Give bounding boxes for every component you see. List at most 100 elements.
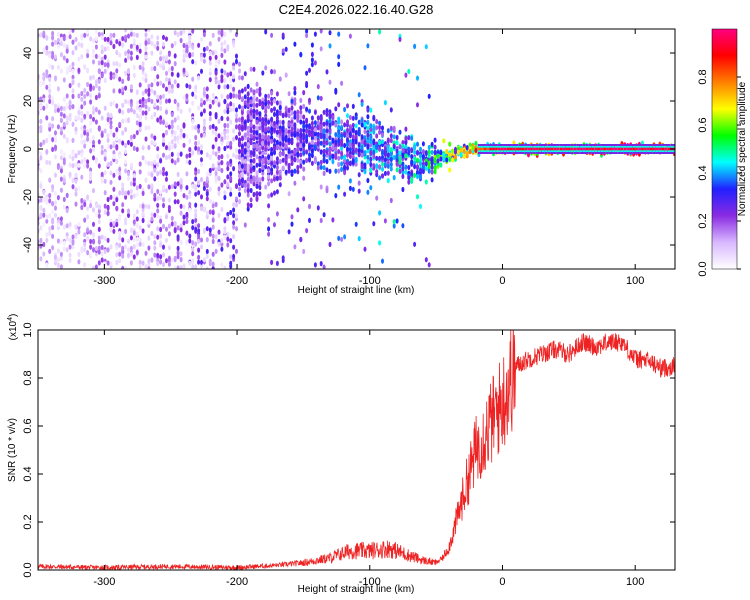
heatmap-cell <box>243 169 247 175</box>
heatmap-cell <box>45 35 49 41</box>
heatmap-cell <box>337 155 341 161</box>
heatmap-cell <box>51 34 55 41</box>
heatmap-cell <box>51 137 55 143</box>
heatmap-cell <box>445 157 449 163</box>
heatmap-cell <box>322 129 326 135</box>
heatmap-cell <box>395 153 399 160</box>
heatmap-cell <box>667 147 671 151</box>
heatmap-cell <box>211 92 215 99</box>
heatmap-cell <box>270 32 274 38</box>
heatmap-cell <box>369 107 373 113</box>
heatmap-cell <box>159 106 163 112</box>
heatmap-cell <box>404 153 408 159</box>
heatmap-cell <box>331 159 335 165</box>
heatmap-cell <box>275 211 279 217</box>
heatmap-cell <box>103 68 107 74</box>
heatmap-cell <box>468 149 472 155</box>
heatmap-cell <box>302 103 306 109</box>
heatmap-cell <box>144 104 148 110</box>
heatmap-cell <box>386 152 390 158</box>
heatmap-cell <box>71 88 75 94</box>
heatmap-cell <box>159 50 163 56</box>
heatmap-cell <box>211 144 215 150</box>
heatmap-cell <box>170 139 174 145</box>
heatmap-cell <box>80 54 84 60</box>
heatmap-cell <box>249 140 253 146</box>
heatmap-cell <box>386 163 390 169</box>
heatmap-cell <box>299 51 303 58</box>
heatmap-cell <box>200 237 203 243</box>
heatmap-cell <box>337 168 341 174</box>
heatmap-cell <box>278 137 282 143</box>
heatmap-cell <box>68 116 72 122</box>
heatmap-cell <box>235 124 238 130</box>
heatmap-cell <box>331 137 335 144</box>
heatmap-cell <box>264 117 268 123</box>
heatmap-cell <box>129 55 133 61</box>
heatmap-cell <box>103 190 107 196</box>
heatmap-cell <box>226 123 230 129</box>
heatmap-cell <box>293 156 297 162</box>
colorbar-frame <box>711 28 738 270</box>
heatmap-cell <box>185 171 189 177</box>
heatmap-cell <box>141 97 145 103</box>
heatmap-cell <box>351 134 355 140</box>
heatmap-cell <box>270 155 274 161</box>
heatmap-cell <box>65 102 69 108</box>
heatmap-cell <box>261 97 265 103</box>
heatmap-cell <box>103 77 107 84</box>
heatmap-cell <box>150 88 154 94</box>
heatmap-cell <box>100 244 104 251</box>
heatmap-cell <box>325 108 329 114</box>
heatmap-cell <box>65 232 69 238</box>
heatmap-cell <box>521 147 525 151</box>
heatmap-cell <box>378 140 382 146</box>
heatmap-cell <box>121 182 125 188</box>
heatmap-cell <box>246 141 250 148</box>
heatmap-cell <box>278 76 282 82</box>
heatmap-cell <box>51 30 55 37</box>
heatmap-cell <box>208 227 212 233</box>
heatmap-cell <box>92 247 95 253</box>
heatmap-cell <box>302 159 306 165</box>
heatmap-cell <box>135 44 139 51</box>
heatmap-cell <box>296 151 300 157</box>
heatmap-cell <box>83 64 87 70</box>
heatmap-cell <box>200 149 203 155</box>
heatmap-cell <box>305 138 309 144</box>
heatmap-cell <box>284 127 288 134</box>
heatmap-cell <box>176 138 180 145</box>
heatmap-cell <box>296 169 300 175</box>
heatmap-cell <box>162 83 165 89</box>
heatmap-cell <box>340 145 344 152</box>
heatmap-cell <box>641 147 645 151</box>
heatmap-cell <box>147 91 151 97</box>
heatmap-cell <box>191 219 195 225</box>
heatmap-cell <box>413 149 417 155</box>
heatmap-cell <box>363 168 367 174</box>
heatmap-cell <box>299 152 303 158</box>
heatmap-cell <box>302 120 306 126</box>
heatmap-cell <box>170 123 174 130</box>
heatmap-cell <box>357 152 361 158</box>
heatmap-cell <box>97 126 101 132</box>
heatmap-cell <box>407 135 411 141</box>
heatmap-cell <box>77 106 81 112</box>
heatmap-cell <box>287 91 291 97</box>
heatmap-cell <box>59 216 63 222</box>
heatmap-cell <box>48 53 52 59</box>
heatmap-cell <box>410 154 414 160</box>
heatmap-cell <box>112 100 116 106</box>
heatmap-cell <box>223 59 227 65</box>
heatmap-cell <box>258 90 262 97</box>
heatmap-cell <box>392 223 396 229</box>
heatmap-cell <box>255 196 259 202</box>
heatmap-cell <box>299 114 303 120</box>
heatmap-cell <box>62 55 66 61</box>
heatmap-cell <box>316 205 320 211</box>
heatmap-cell <box>182 193 186 199</box>
heatmap-cell <box>322 121 326 127</box>
heatmap-cell <box>223 39 227 46</box>
heatmap-cell <box>179 132 183 138</box>
heatmap-cell <box>42 197 46 203</box>
